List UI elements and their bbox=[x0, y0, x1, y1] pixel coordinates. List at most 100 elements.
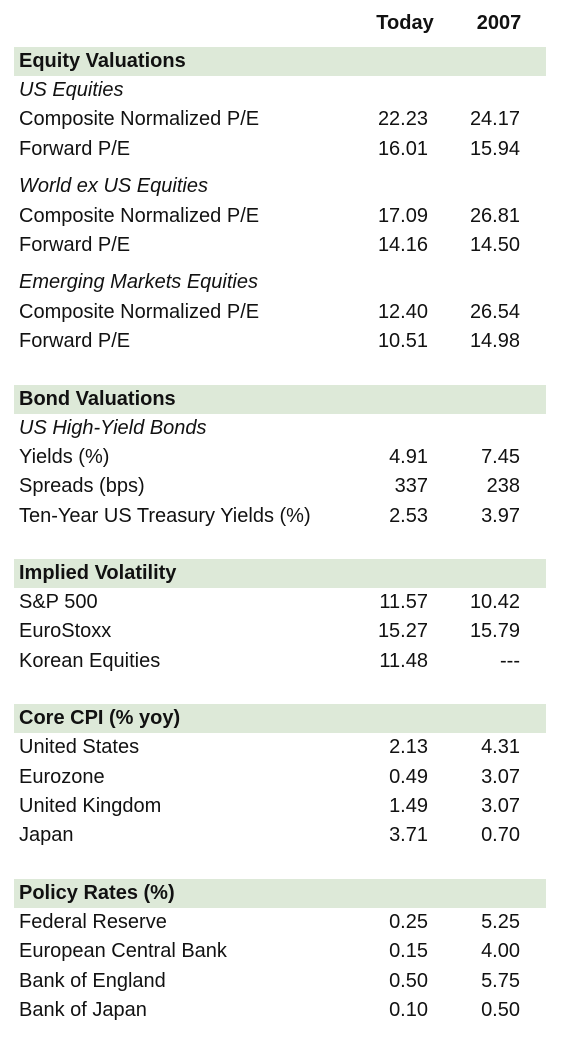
table-row: Eurozone 0.49 3.07 bbox=[14, 763, 546, 792]
table-row: Japan 3.71 0.70 bbox=[14, 821, 546, 850]
value-today: 15.27 bbox=[377, 620, 428, 643]
row-label: Yields (%) bbox=[19, 445, 110, 468]
value-2007: --- bbox=[500, 649, 520, 672]
valuation-table: Today 2007 Equity Valuations US Equities C… bbox=[14, 0, 546, 1025]
row-label: European Central Bank bbox=[19, 940, 227, 963]
column-header-row: Today 2007 bbox=[14, 0, 546, 47]
table-row: Bank of England 0.50 5.75 bbox=[14, 967, 546, 996]
value-2007: 26.54 bbox=[469, 300, 520, 323]
row-label: Composite Normalized P/E bbox=[19, 300, 260, 323]
value-today: 0.50 bbox=[389, 969, 428, 992]
table-row: Bank of Japan 0.10 0.50 bbox=[14, 996, 546, 1025]
value-2007: 14.50 bbox=[469, 233, 520, 256]
value-2007: 3.07 bbox=[481, 765, 520, 788]
value-today: 1.49 bbox=[389, 795, 428, 818]
group-subheading: US High-Yield Bonds bbox=[19, 416, 207, 439]
subheading-row: US Equities bbox=[14, 76, 546, 105]
table-row: S&P 500 11.57 10.42 bbox=[14, 588, 546, 617]
table-row: Spreads (bps) 337 238 bbox=[14, 472, 546, 501]
section-policy-rates: Policy Rates (%) Federal Reserve 0.25 5.25 E… bbox=[14, 878, 546, 1026]
value-today: 0.10 bbox=[389, 998, 428, 1021]
row-label: Ten-Year US Treasury Yields (%) bbox=[19, 504, 311, 527]
subheading-row: US High-Yield Bonds bbox=[14, 414, 546, 443]
table-row: Yields (%) 4.91 7.45 bbox=[14, 443, 546, 472]
value-today: 17.09 bbox=[377, 204, 428, 227]
value-2007: 24.17 bbox=[469, 108, 520, 131]
table-row: Federal Reserve 0.25 5.25 bbox=[14, 908, 546, 937]
section-spacer bbox=[14, 357, 546, 385]
row-label: Japan bbox=[19, 824, 74, 847]
value-2007: 15.94 bbox=[469, 137, 520, 160]
table-row: Composite Normalized P/E 17.09 26.81 bbox=[14, 202, 546, 231]
table-row: Forward P/E 14.16 14.50 bbox=[14, 231, 546, 260]
value-2007: 238 bbox=[486, 475, 520, 498]
value-today: 3.71 bbox=[389, 824, 428, 847]
table-row: United States 2.13 4.31 bbox=[14, 733, 546, 762]
value-2007: 4.31 bbox=[481, 736, 520, 759]
group-spacer bbox=[14, 260, 546, 268]
section-bond-valuations: Bond Valuations US High-Yield Bonds Yields… bbox=[14, 384, 546, 532]
column-header-today: Today bbox=[376, 12, 434, 34]
value-today: 337 bbox=[394, 475, 428, 498]
value-2007: 14.98 bbox=[469, 330, 520, 353]
section-spacer bbox=[14, 531, 546, 559]
section-title: Bond Valuations bbox=[14, 384, 546, 414]
value-today: 2.13 bbox=[389, 736, 428, 759]
value-2007: 0.50 bbox=[481, 998, 520, 1021]
value-2007: 26.81 bbox=[469, 204, 520, 227]
table-row: EuroStoxx 15.27 15.79 bbox=[14, 617, 546, 646]
value-today: 11.57 bbox=[379, 591, 428, 614]
value-today: 22.23 bbox=[377, 108, 428, 131]
section-title: Policy Rates (%) bbox=[14, 878, 546, 908]
row-label: Forward P/E bbox=[19, 330, 131, 353]
row-label: Composite Normalized P/E bbox=[19, 204, 260, 227]
value-2007: 7.45 bbox=[481, 445, 520, 468]
row-label: Composite Normalized P/E bbox=[19, 108, 260, 131]
column-header-2007: 2007 bbox=[476, 12, 522, 34]
section-spacer bbox=[14, 676, 546, 704]
row-label: Federal Reserve bbox=[19, 910, 167, 933]
group-subheading: US Equities bbox=[19, 79, 124, 101]
table-row: Composite Normalized P/E 12.40 26.54 bbox=[14, 298, 546, 327]
value-today: 14.16 bbox=[377, 233, 428, 256]
table-row: Composite Normalized P/E 22.23 24.17 bbox=[14, 105, 546, 134]
section-implied-volatility: Implied Volatility S&P 500 11.57 10.42 EuroS… bbox=[14, 559, 546, 676]
value-2007: 5.25 bbox=[481, 910, 520, 933]
row-label: Spreads (bps) bbox=[19, 475, 145, 498]
row-label: Bank of England bbox=[19, 969, 166, 992]
value-2007: 3.07 bbox=[481, 795, 520, 818]
table-row: United Kingdom 1.49 3.07 bbox=[14, 792, 546, 821]
table-row: Korean Equities 11.48 --- bbox=[14, 647, 546, 676]
value-2007: 15.79 bbox=[469, 620, 520, 643]
row-label: Bank of Japan bbox=[19, 998, 147, 1021]
sections-container: Equity Valuations US Equities Composite No… bbox=[14, 47, 546, 1025]
value-2007: 3.97 bbox=[481, 504, 520, 527]
group-subheading: Emerging Markets Equities bbox=[19, 271, 258, 294]
row-label: Forward P/E bbox=[19, 233, 131, 256]
value-2007: 10.42 bbox=[469, 591, 520, 614]
subheading-row: World ex US Equities bbox=[14, 172, 546, 201]
table-row: Forward P/E 10.51 14.98 bbox=[14, 327, 546, 356]
value-today: 12.40 bbox=[377, 300, 428, 323]
table-row: Forward P/E 16.01 15.94 bbox=[14, 135, 546, 164]
value-today: 10.51 bbox=[377, 330, 428, 353]
section-spacer bbox=[14, 851, 546, 879]
value-today: 0.15 bbox=[389, 940, 428, 963]
section-title: Equity Valuations bbox=[14, 47, 546, 76]
group-spacer bbox=[14, 164, 546, 172]
value-today: 11.48 bbox=[379, 649, 428, 672]
group-subheading: World ex US Equities bbox=[19, 175, 208, 198]
table-row: European Central Bank 0.15 4.00 bbox=[14, 937, 546, 966]
section-core-cpi-yoy: Core CPI (% yoy) United States 2.13 4.31 Eur… bbox=[14, 704, 546, 851]
value-2007: 4.00 bbox=[481, 940, 520, 963]
value-today: 0.25 bbox=[389, 910, 428, 933]
subheading-row: Emerging Markets Equities bbox=[14, 268, 546, 297]
section-title: Implied Volatility bbox=[14, 559, 546, 589]
value-today: 2.53 bbox=[389, 504, 428, 527]
value-today: 0.49 bbox=[389, 765, 428, 788]
section-equity-valuations: Equity Valuations US Equities Composite No… bbox=[14, 47, 546, 357]
value-2007: 0.70 bbox=[481, 824, 520, 847]
row-label: Forward P/E bbox=[19, 137, 131, 160]
row-label: Korean Equities bbox=[19, 649, 161, 672]
row-label: EuroStoxx bbox=[19, 620, 112, 643]
